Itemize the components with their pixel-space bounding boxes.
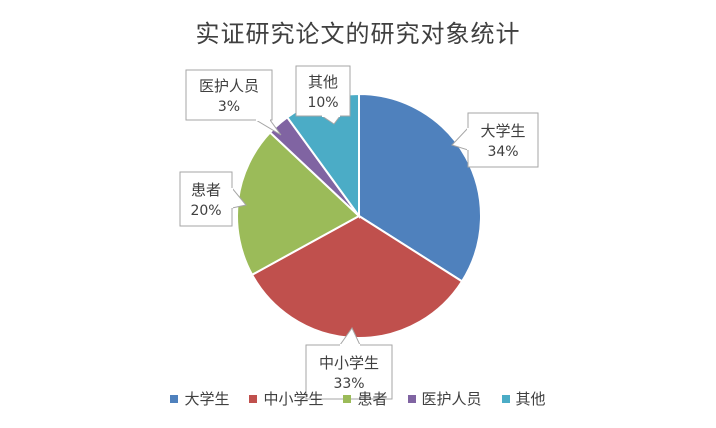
data-label-3: 患者 20% xyxy=(179,171,247,227)
legend-item-1: 大学生 xyxy=(170,388,229,409)
data-label-category: 其他 xyxy=(308,73,338,91)
legend-swatch xyxy=(249,394,258,403)
data-label-category: 中小学生 xyxy=(319,354,379,372)
data-label-value: 20% xyxy=(190,203,221,219)
legend-swatch xyxy=(407,394,416,403)
legend-swatch xyxy=(343,394,352,403)
legend-item-3: 患者 xyxy=(343,388,388,409)
legend-label: 其他 xyxy=(515,390,546,408)
legend-swatch xyxy=(170,394,179,403)
legend-label: 医护人员 xyxy=(421,390,482,408)
legend-label: 患者 xyxy=(357,390,388,408)
data-label-category: 大学生 xyxy=(480,122,525,140)
data-label-5: 其他 10% xyxy=(295,65,351,125)
data-label-value: 10% xyxy=(307,95,338,111)
data-label-category: 患者 xyxy=(191,181,221,199)
data-label-value: 34% xyxy=(487,144,518,160)
data-label-1: 大学生 34% xyxy=(451,112,539,168)
data-label-value: 3% xyxy=(218,99,240,115)
data-label-4: 医护人员 3% xyxy=(185,69,282,136)
legend-label: 中小学生 xyxy=(263,390,324,408)
data-label-category: 医护人员 xyxy=(199,77,259,95)
legend-item-2: 中小学生 xyxy=(249,388,323,409)
legend-swatch xyxy=(501,394,510,403)
data-label-2: 中小学生 33% xyxy=(305,327,393,400)
legend-label: 大学生 xyxy=(184,390,230,408)
chart-title: 实证研究论文的研究对象统计 xyxy=(195,20,521,48)
legend-item-4: 医护人员 xyxy=(407,388,482,409)
legend: 大学生 中小学生 患者 医护人员 其他 xyxy=(0,388,716,409)
data-label-value: 33% xyxy=(333,376,364,392)
legend-item-5: 其他 xyxy=(501,388,546,409)
